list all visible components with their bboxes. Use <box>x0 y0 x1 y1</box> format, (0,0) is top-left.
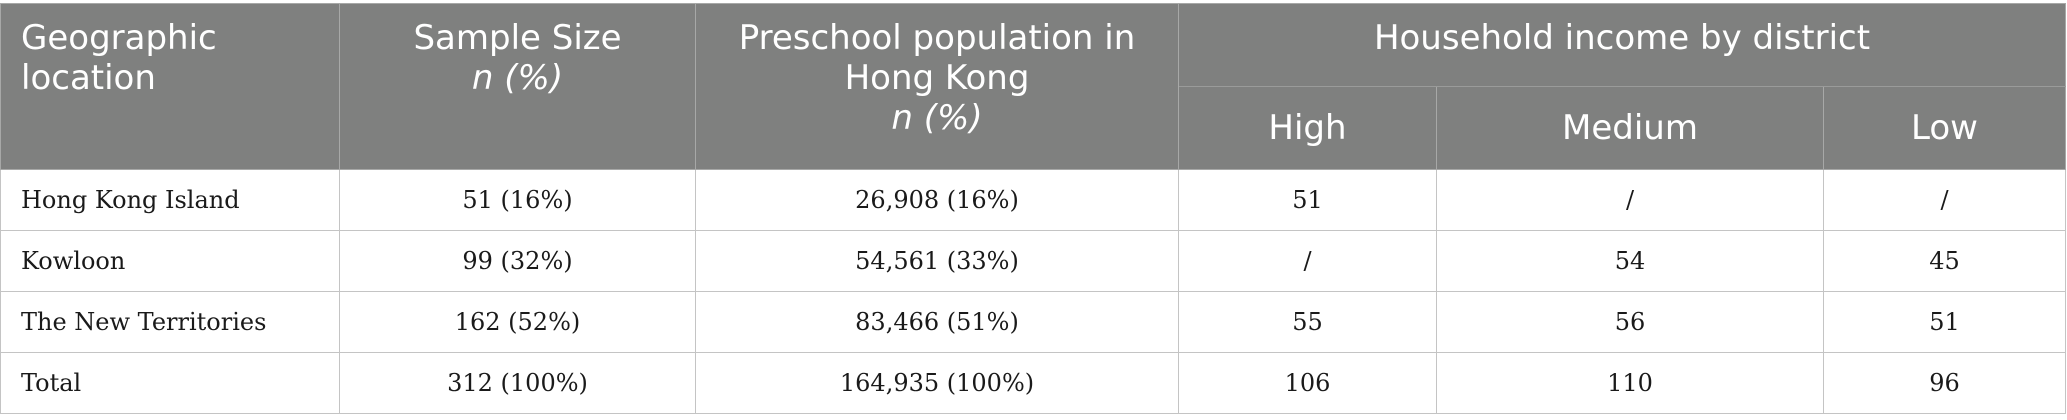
cell-income-high: 55 <box>1178 291 1437 353</box>
cell-income-medium: / <box>1436 169 1824 231</box>
header-income-low: Low <box>1823 86 2066 170</box>
cell-preschool-population: 54,561 (33%) <box>695 230 1179 292</box>
cell-income-low: 45 <box>1823 230 2066 292</box>
header-income-medium: Medium <box>1436 86 1824 170</box>
header-sample-size: Sample Size n (%) <box>339 3 696 170</box>
header-sample-size-label: Sample Size <box>413 18 622 58</box>
cell-income-low: 51 <box>1823 291 2066 353</box>
cell-preschool-population: 83,466 (51%) <box>695 291 1179 353</box>
cell-income-high: 106 <box>1178 352 1437 414</box>
header-geographic-location-label: Geographic location <box>21 18 217 98</box>
cell-location: The New Territories <box>0 291 340 353</box>
header-household-income-label: Household income by district <box>1373 18 1871 58</box>
header-preschool-population-label: Preschool population in Hong Kong <box>738 18 1136 98</box>
cell-income-high: 51 <box>1178 169 1437 231</box>
cell-income-medium: 54 <box>1436 230 1824 292</box>
table-row-total: Total 312 (100%) 164,935 (100%) 106 110 … <box>0 352 2066 414</box>
cell-income-medium: 56 <box>1436 291 1824 353</box>
header-preschool-population-unit: n (%) <box>891 98 983 138</box>
table-row: Kowloon 99 (32%) 54,561 (33%) / 54 45 <box>0 230 2066 292</box>
cell-preschool-population: 26,908 (16%) <box>695 169 1179 231</box>
data-table-container: Geographic location Sample Size n (%) Pr… <box>0 3 2066 414</box>
cell-sample-size: 51 (16%) <box>339 169 696 231</box>
cell-sample-size: 162 (52%) <box>339 291 696 353</box>
cell-income-low: 96 <box>1823 352 2066 414</box>
header-income-high: High <box>1178 86 1437 170</box>
header-household-income: Household income by district <box>1178 3 2066 87</box>
cell-income-low: / <box>1823 169 2066 231</box>
cell-location: Total <box>0 352 340 414</box>
header-preschool-population: Preschool population in Hong Kong n (%) <box>695 3 1179 170</box>
cell-sample-size: 99 (32%) <box>339 230 696 292</box>
table-body: Hong Kong Island 51 (16%) 26,908 (16%) 5… <box>0 169 2066 414</box>
table-row: The New Territories 162 (52%) 83,466 (51… <box>0 291 2066 353</box>
header-geographic-location: Geographic location <box>0 3 340 170</box>
cell-location: Kowloon <box>0 230 340 292</box>
cell-sample-size: 312 (100%) <box>339 352 696 414</box>
cell-preschool-population: 164,935 (100%) <box>695 352 1179 414</box>
cell-income-medium: 110 <box>1436 352 1824 414</box>
sample-distribution-table: Geographic location Sample Size n (%) Pr… <box>0 3 2066 414</box>
cell-income-high: / <box>1178 230 1437 292</box>
header-sample-size-unit: n (%) <box>471 58 564 98</box>
cell-location: Hong Kong Island <box>0 169 340 231</box>
table-header: Geographic location Sample Size n (%) Pr… <box>0 3 2066 170</box>
table-row: Hong Kong Island 51 (16%) 26,908 (16%) 5… <box>0 169 2066 231</box>
